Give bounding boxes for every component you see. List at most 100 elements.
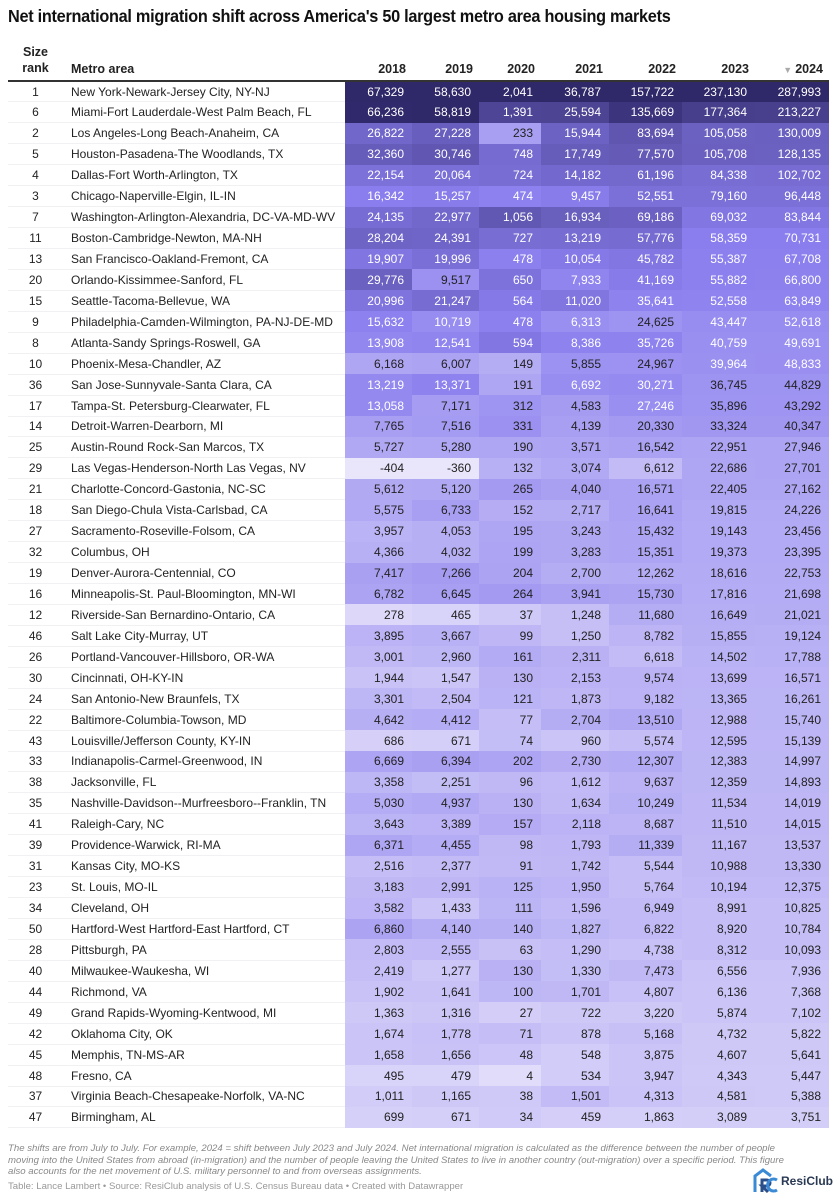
value-cell-2020: 38 [479, 1086, 541, 1107]
metro-area-cell: Austin-Round Rock-San Marcos, TX [63, 436, 345, 459]
metro-area-cell: Nashville-Davidson--Murfreesboro--Frankl… [63, 792, 345, 815]
value-cell-2023: 22,951 [682, 436, 755, 458]
value-cell-2018: 4,642 [345, 709, 412, 731]
value-cell-2024: 130,009 [755, 122, 829, 144]
size-rank-cell: 22 [8, 709, 63, 731]
table-row: 13 San Francisco-Oakland-Fremont, CA 19,90… [8, 248, 829, 270]
value-cell-2024: 52,618 [755, 311, 829, 333]
value-cell-2020: 100 [479, 981, 541, 1003]
value-cell-2019: 2,251 [412, 771, 479, 793]
value-cell-2021: 11,020 [541, 290, 609, 312]
value-cell-2020: 650 [479, 269, 541, 291]
value-cell-2020: 474 [479, 185, 541, 207]
size-rank-cell: 24 [8, 688, 63, 710]
value-cell-2023: 105,058 [682, 122, 755, 144]
value-cell-2022: 4,738 [609, 939, 682, 961]
value-cell-2020: 91 [479, 855, 541, 877]
value-cell-2024: 67,708 [755, 248, 829, 270]
table-row: 28 Pittsburgh, PA 2,803 2,555 63 1,290 4,738 8,… [8, 939, 829, 961]
size-rank-cell: 23 [8, 876, 63, 899]
size-rank-cell: 40 [8, 960, 63, 982]
value-cell-2019: 1,165 [412, 1086, 479, 1107]
value-cell-2021: 1,596 [541, 897, 609, 919]
header-year-2019[interactable]: 2019 [412, 44, 479, 82]
header-year-label: 2024 [795, 62, 823, 76]
value-cell-2018: 5,612 [345, 478, 412, 500]
header-year-2023[interactable]: 2023 [682, 44, 755, 82]
value-cell-2020: 130 [479, 960, 541, 982]
value-cell-2018: 32,360 [345, 143, 412, 165]
value-cell-2022: 5,574 [609, 730, 682, 751]
table-row: 4 Dallas-Fort Worth-Arlington, TX 22,154 20… [8, 164, 829, 187]
value-cell-2021: 2,118 [541, 813, 609, 835]
value-cell-2023: 55,387 [682, 248, 755, 270]
header-year-2024[interactable]: ▼ 2024 [755, 44, 829, 82]
value-cell-2020: 111 [479, 897, 541, 919]
header-metro-area[interactable]: Metro area [63, 44, 345, 82]
table-row: 12 Riverside-San Bernardino-Ontario, CA 27… [8, 604, 829, 626]
value-cell-2020: 125 [479, 876, 541, 898]
value-cell-2019: 4,455 [412, 834, 479, 856]
metro-area-cell: Oklahoma City, OK [63, 1023, 345, 1045]
value-cell-2018: 2,803 [345, 939, 412, 961]
value-cell-2024: 213,227 [755, 101, 829, 123]
size-rank-cell: 37 [8, 1086, 63, 1108]
value-cell-2023: 177,364 [682, 101, 755, 123]
value-cell-2022: 8,782 [609, 625, 682, 647]
value-cell-2024: 13,537 [755, 834, 829, 856]
value-cell-2018: 6,782 [345, 583, 412, 605]
table-row: 44 Richmond, VA 1,902 1,641 100 1,701 4,807 6,1… [8, 981, 829, 1003]
header-year-label: 2020 [507, 62, 535, 76]
metro-area-cell: Cleveland, OH [63, 897, 345, 919]
value-cell-2022: 13,510 [609, 709, 682, 731]
header-size-rank[interactable]: Size rank [8, 44, 63, 82]
value-cell-2024: 10,093 [755, 939, 829, 961]
header-year-2022[interactable]: 2022 [609, 44, 682, 82]
header-year-2018[interactable]: 2018 [345, 44, 412, 82]
value-cell-2024: 23,456 [755, 520, 829, 542]
table-body: 1 New York-Newark-Jersey City, NY-NJ 67,32… [8, 81, 829, 1129]
value-cell-2024: 70,731 [755, 227, 829, 249]
value-cell-2018: 6,669 [345, 751, 412, 772]
value-cell-2020: 130 [479, 792, 541, 814]
value-cell-2021: 1,612 [541, 771, 609, 793]
value-cell-2018: -404 [345, 457, 412, 479]
value-cell-2019: 1,316 [412, 1002, 479, 1024]
value-cell-2023: 4,607 [682, 1044, 755, 1066]
value-cell-2020: 204 [479, 562, 541, 584]
value-cell-2020: 199 [479, 541, 541, 563]
table-row: 21 Charlotte-Concord-Gastonia, NC-SC 5,612… [8, 478, 829, 501]
value-cell-2022: 6,618 [609, 646, 682, 668]
logo-text: ResiClub [781, 1174, 834, 1188]
value-cell-2018: 7,765 [345, 416, 412, 437]
header-year-label: 2021 [575, 62, 603, 76]
value-cell-2019: 7,171 [412, 395, 479, 416]
header-year-2021[interactable]: 2021 [541, 44, 609, 82]
value-cell-2020: 191 [479, 374, 541, 396]
value-cell-2021: 534 [541, 1065, 609, 1086]
value-cell-2019: 7,266 [412, 562, 479, 584]
table-row: 47 Birmingham, AL 699 671 34 459 1,863 3,089 3,7… [8, 1106, 829, 1129]
footnote: The shifts are from July to July. For ex… [8, 1143, 784, 1177]
value-cell-2024: 16,571 [755, 667, 829, 689]
value-cell-2023: 4,343 [682, 1065, 755, 1086]
value-cell-2019: 1,778 [412, 1023, 479, 1045]
value-cell-2024: 43,292 [755, 395, 829, 416]
metro-area-cell: Hartford-West Hartford-East Hartford, CT [63, 918, 345, 940]
value-cell-2020: 564 [479, 290, 541, 312]
value-cell-2021: 15,944 [541, 122, 609, 144]
size-rank-cell: 9 [8, 311, 63, 333]
value-cell-2024: 63,849 [755, 290, 829, 312]
header-year-2020[interactable]: 2020 [479, 44, 541, 82]
value-cell-2018: 5,030 [345, 792, 412, 814]
value-cell-2020: 96 [479, 771, 541, 793]
value-cell-2023: 8,920 [682, 918, 755, 940]
size-rank-cell: 32 [8, 541, 63, 564]
value-cell-2021: 10,054 [541, 248, 609, 270]
table-row: 22 Baltimore-Columbia-Towson, MD 4,642 4,41… [8, 709, 829, 731]
value-cell-2018: 66,236 [345, 101, 412, 123]
value-cell-2022: 77,570 [609, 143, 682, 165]
value-cell-2022: 27,246 [609, 395, 682, 416]
value-cell-2021: 459 [541, 1106, 609, 1128]
value-cell-2018: 5,575 [345, 499, 412, 521]
